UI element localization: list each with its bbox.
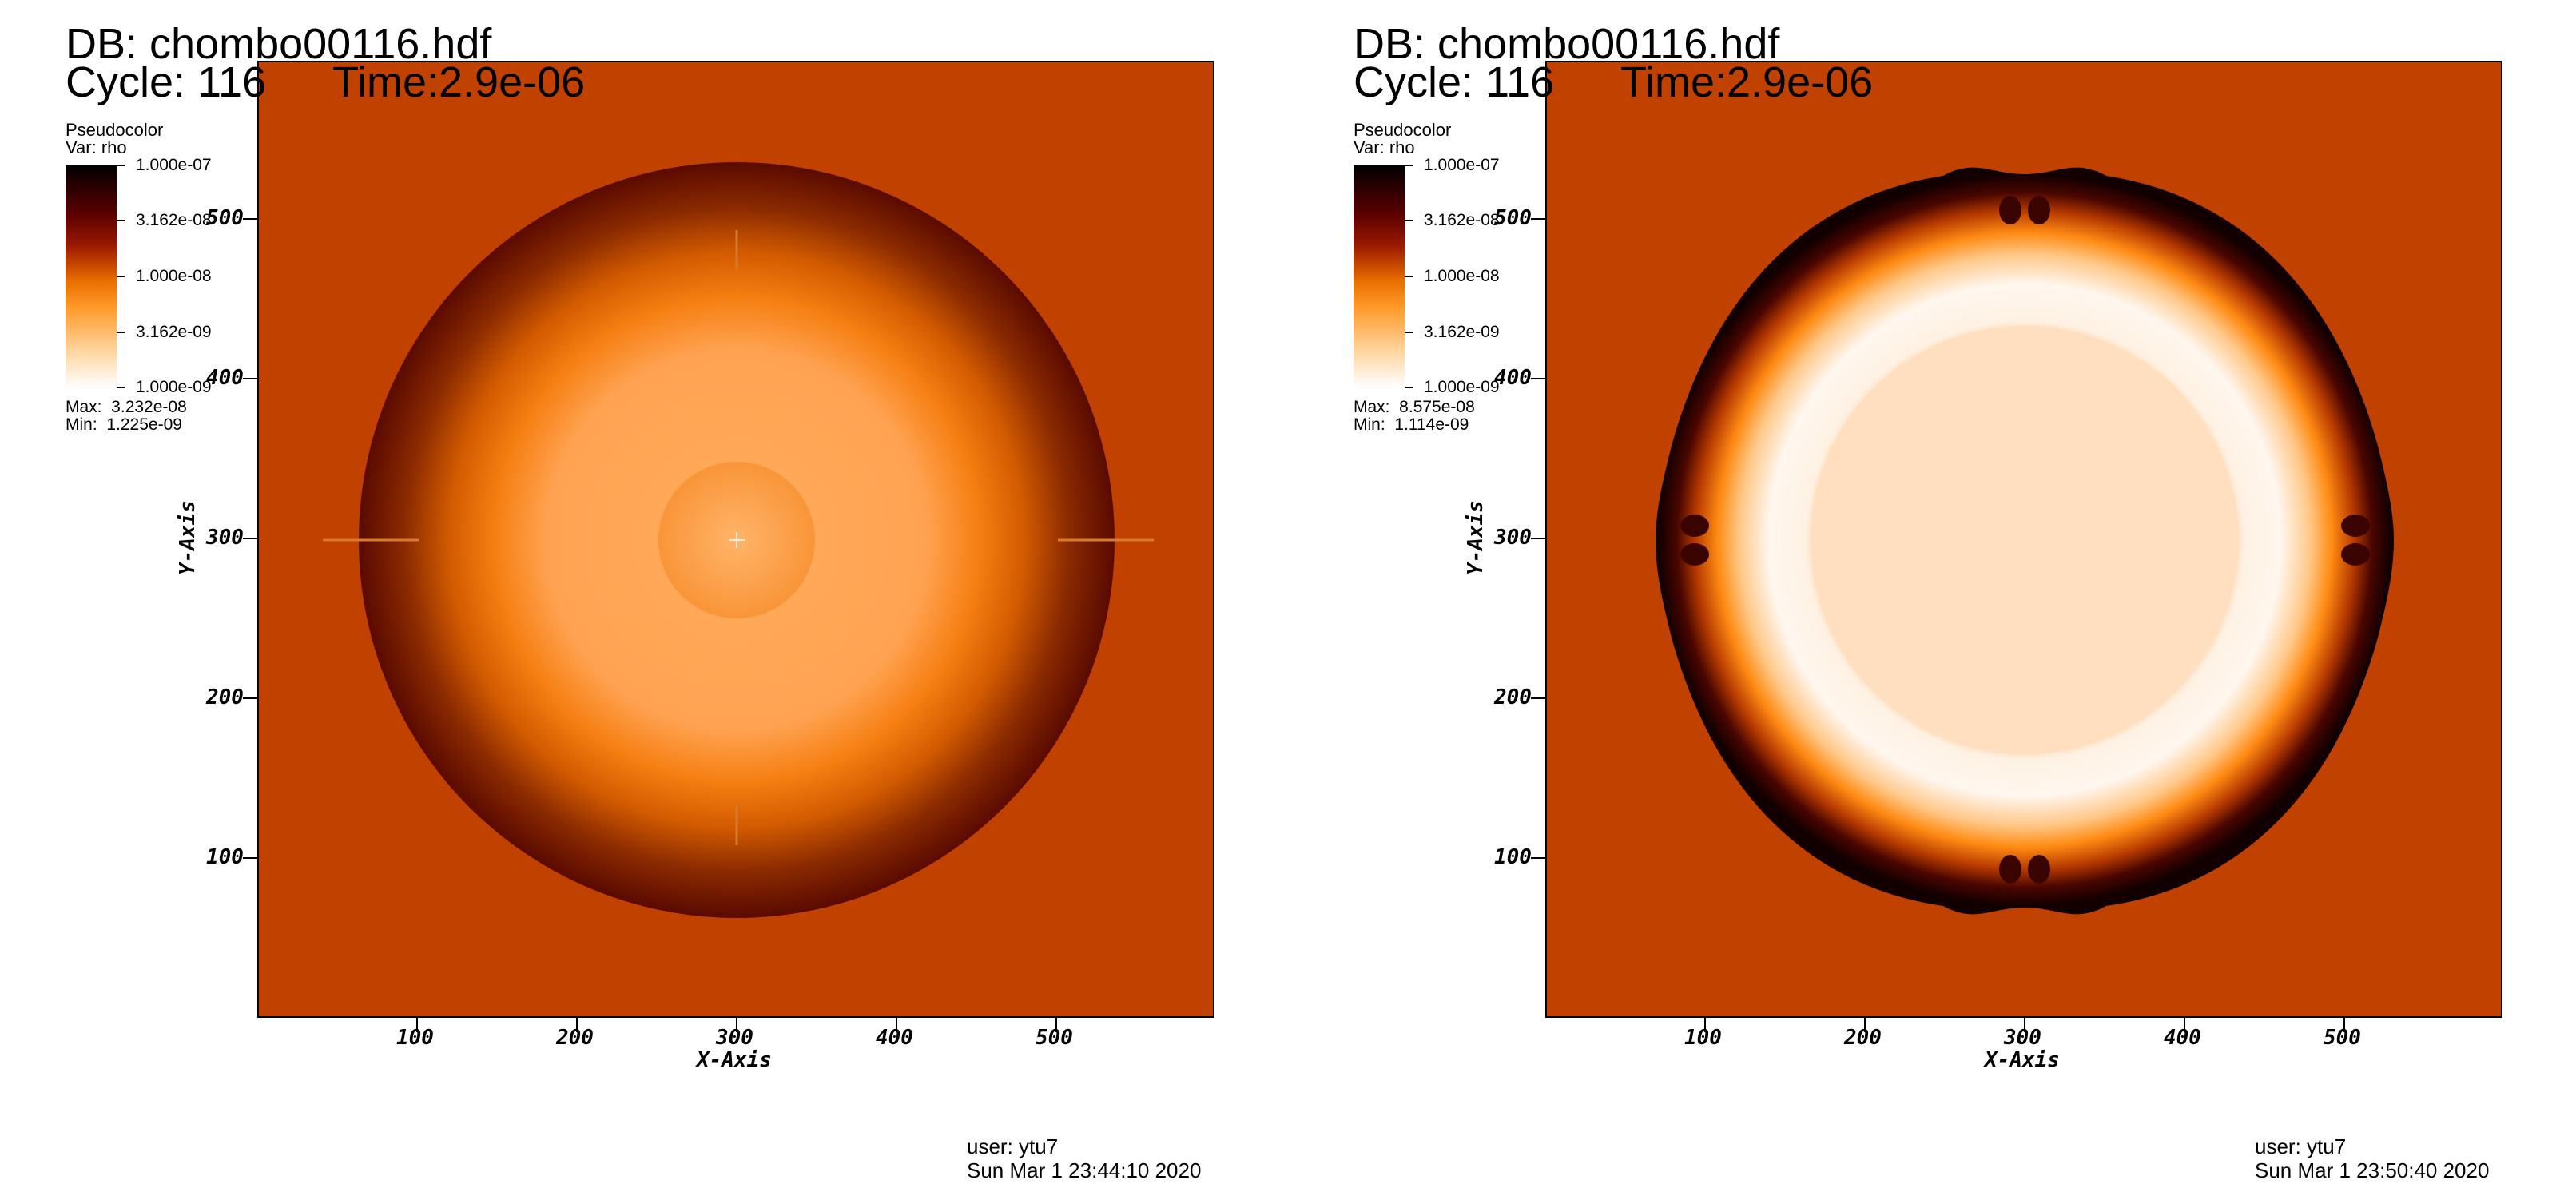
date-label: Sun Mar 1 23:50:40 2020 [2255, 1158, 2490, 1182]
x-tick-label: 100 [396, 1026, 434, 1050]
x-tick-label: 500 [2324, 1026, 2361, 1050]
date-label: Sun Mar 1 23:44:10 2020 [967, 1158, 1202, 1182]
colorbar-label: 1.000e-07 [136, 156, 212, 174]
colorbar-label: 3.162e-08 [136, 211, 212, 229]
database-title: DB: chombo00116.hdf [66, 20, 492, 68]
y-tick-label: 400 [1494, 366, 1532, 390]
colorbar-tick [117, 387, 125, 388]
density-field-image [323, 162, 1154, 918]
density-field [1545, 61, 2502, 1018]
x-tick-label: 300 [716, 1026, 753, 1050]
y-tick-label: 500 [1494, 206, 1532, 230]
time-label: Time:2.9e-06 [332, 58, 586, 106]
max-value: Max: 3.232e-08 [66, 398, 187, 416]
y-tick-label: 300 [206, 526, 244, 550]
colorbar-tick [117, 220, 125, 221]
y-axis-title: Y-Axis [1464, 500, 1488, 575]
legend-plot-type: Pseudocolor [66, 120, 164, 140]
legend-variable: Var: rho [66, 137, 127, 157]
right-panel: DB: chombo00116.hdf Cycle: 116 Time:2.9e… [1288, 0, 2576, 1192]
x-axis-title: X-Axis [697, 1048, 772, 1072]
x-tick-label: 400 [2164, 1026, 2201, 1050]
colorbar-label: 3.162e-09 [136, 323, 212, 341]
colorbar [1354, 165, 1405, 388]
left-panel: DB: chombo00116.hdf Cycle: 116 Time:2.9e… [66, 20, 1214, 1182]
x-tick-label: 300 [2004, 1026, 2041, 1050]
x-tick-label: 400 [876, 1026, 913, 1050]
database-title: DB: chombo00116.hdf [1354, 20, 1780, 68]
y-axis-title: Y-Axis [176, 500, 200, 575]
x-tick-label: 500 [1036, 1026, 1073, 1050]
colorbar-label: 1.000e-08 [1424, 267, 1500, 285]
density-field-image [1656, 167, 2394, 915]
y-tick-label: 200 [206, 685, 244, 709]
y-tick-label: 500 [206, 206, 244, 230]
y-tick-label: 200 [1494, 685, 1532, 709]
time-label: Time:2.9e-06 [1620, 58, 1874, 106]
colorbar-tick [117, 165, 125, 166]
legend-variable: Var: rho [1354, 137, 1415, 157]
colorbar-label: 1.000e-09 [1424, 378, 1500, 396]
y-tick-label: 100 [206, 845, 244, 869]
min-value: Min: 1.225e-09 [66, 415, 182, 434]
colorbar-tick [1405, 165, 1413, 166]
colorbar-label: 1.000e-08 [136, 267, 212, 285]
cycle-label: Cycle: 116 [66, 58, 267, 106]
colorbar-label: 1.000e-07 [1424, 156, 1500, 174]
min-value: Min: 1.114e-09 [1354, 415, 1469, 434]
colorbar-tick [1405, 276, 1413, 277]
x-tick-label: 100 [1684, 1026, 1722, 1050]
colorbar-label: 1.000e-09 [136, 378, 212, 396]
max-value: Max: 8.575e-08 [1354, 398, 1475, 416]
colorbar-tick [117, 276, 125, 277]
colorbar-tick [1405, 387, 1413, 388]
cycle-label: Cycle: 116 [1354, 58, 1555, 106]
y-tick-label: 400 [206, 366, 244, 390]
inner-core [1811, 326, 2239, 754]
colorbar-tick [1405, 332, 1413, 333]
density-field [257, 61, 1214, 1018]
x-axis-title: X-Axis [1985, 1048, 2060, 1072]
user-label: user: ytu7 [2255, 1134, 2347, 1158]
user-label: user: ytu7 [967, 1134, 1059, 1158]
x-tick-label: 200 [1844, 1026, 1882, 1050]
colorbar [66, 165, 117, 388]
colorbar-tick [1405, 220, 1413, 221]
colorbar-label: 3.162e-08 [1424, 211, 1500, 229]
colorbar-tick [117, 332, 125, 333]
y-tick-label: 300 [1494, 526, 1532, 550]
y-tick-label: 100 [1494, 845, 1532, 869]
instability-features [1680, 196, 2370, 884]
legend-plot-type: Pseudocolor [1354, 120, 1452, 140]
colorbar-label: 3.162e-09 [1424, 323, 1500, 341]
x-tick-label: 200 [556, 1026, 594, 1050]
